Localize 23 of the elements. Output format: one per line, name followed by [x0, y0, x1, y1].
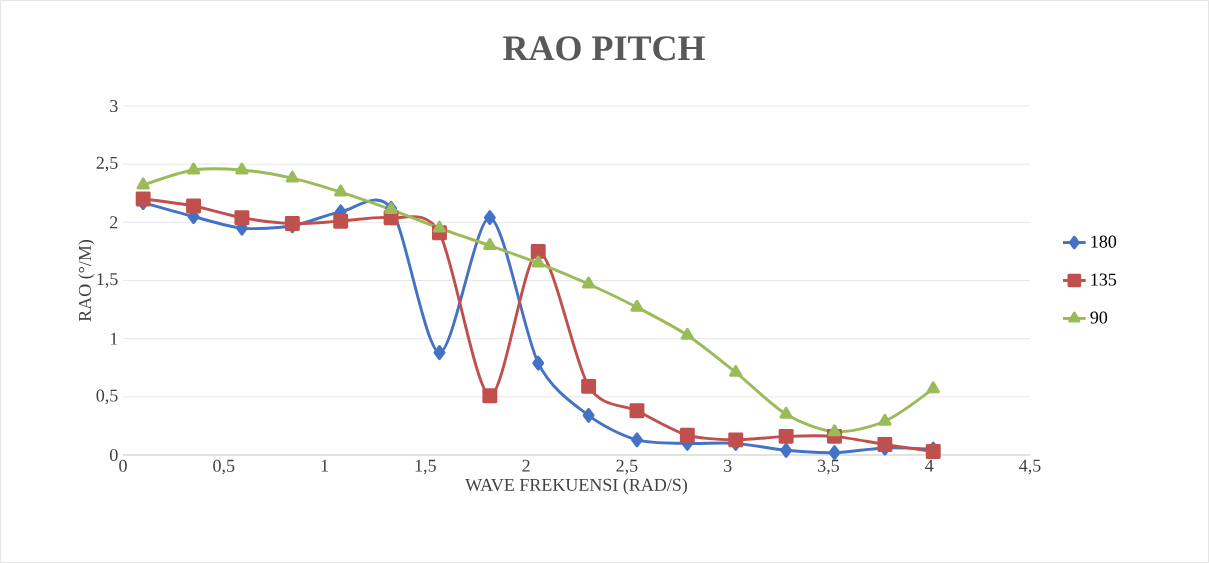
x-tick-label: 0: [119, 459, 127, 472]
x-tick-label: 2: [522, 459, 530, 472]
x-axis-title: WAVE FREKUENSI (RAD/S): [465, 478, 688, 495]
y-tick-label: 2: [110, 216, 118, 229]
y-tick-label: 0: [109, 448, 118, 462]
x-tick-label: 4,5: [1019, 459, 1041, 475]
x-tick-label: 3,5: [818, 459, 839, 475]
chart-title: RAO PITCH: [503, 36, 705, 61]
y-tick-label: 1,5: [97, 273, 118, 288]
x-tick-label: 0,5: [213, 459, 235, 475]
x-tick-label: 2,5: [616, 459, 638, 475]
x-tick-label: 4: [925, 459, 934, 472]
y-tick-label: 3: [110, 99, 118, 113]
x-tick-label: 1: [321, 459, 328, 472]
legend-label: 90: [1090, 311, 1108, 324]
y-tick-label: 1: [110, 332, 118, 345]
legend-label: 180: [1091, 235, 1117, 248]
y-axis-title: RAO (°/M): [78, 239, 95, 322]
y-tick-label: 0,5: [96, 389, 118, 405]
legend-label: 135: [1091, 273, 1117, 286]
y-tick-label: 2,5: [96, 156, 118, 172]
x-tick-label: 1,5: [415, 459, 436, 475]
x-tick-label: 3: [724, 459, 732, 472]
